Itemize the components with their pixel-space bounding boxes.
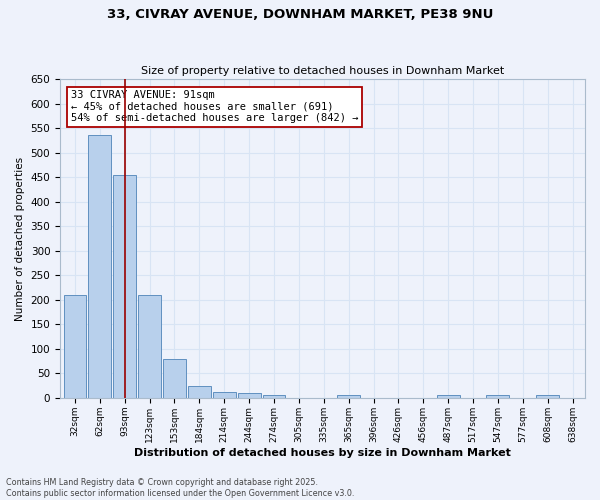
Text: Contains HM Land Registry data © Crown copyright and database right 2025.
Contai: Contains HM Land Registry data © Crown c…: [6, 478, 355, 498]
Bar: [487, 396, 509, 398]
Bar: [263, 396, 286, 398]
Bar: [337, 396, 360, 398]
Bar: [238, 393, 260, 398]
Text: 33, CIVRAY AVENUE, DOWNHAM MARKET, PE38 9NU: 33, CIVRAY AVENUE, DOWNHAM MARKET, PE38 …: [107, 8, 493, 20]
Bar: [88, 136, 111, 398]
Bar: [188, 386, 211, 398]
Bar: [437, 396, 460, 398]
Y-axis label: Number of detached properties: Number of detached properties: [15, 156, 25, 320]
Bar: [138, 295, 161, 398]
Bar: [163, 358, 186, 398]
Bar: [536, 396, 559, 398]
Text: 33 CIVRAY AVENUE: 91sqm
← 45% of detached houses are smaller (691)
54% of semi-d: 33 CIVRAY AVENUE: 91sqm ← 45% of detache…: [71, 90, 358, 124]
Bar: [64, 295, 86, 398]
Bar: [213, 392, 236, 398]
X-axis label: Distribution of detached houses by size in Downham Market: Distribution of detached houses by size …: [134, 448, 511, 458]
Title: Size of property relative to detached houses in Downham Market: Size of property relative to detached ho…: [141, 66, 504, 76]
Bar: [113, 174, 136, 398]
